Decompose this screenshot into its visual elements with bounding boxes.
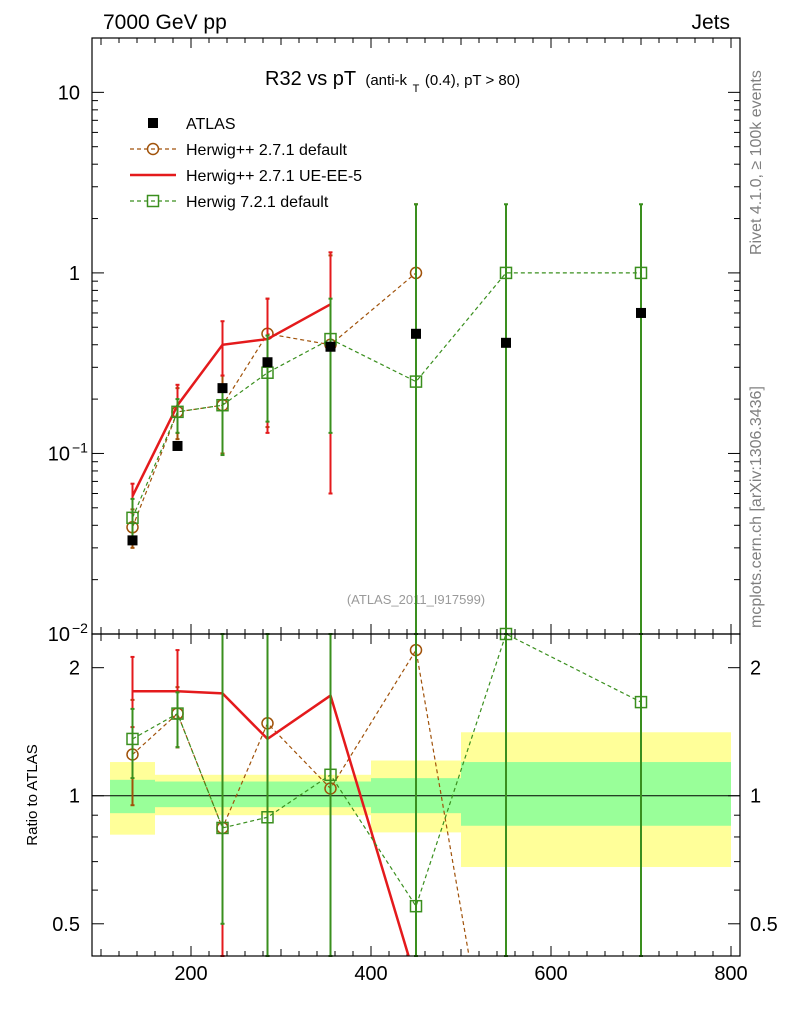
legend-label: Herwig++ 2.7.1 UE-EE-5 [186, 168, 362, 185]
data-point-square [324, 768, 337, 782]
data-point-square [409, 375, 423, 388]
data-point-circle [146, 142, 160, 156]
legend-marker-atlas [148, 118, 158, 128]
y-tick-label: 1 [69, 263, 80, 285]
chart-title: R32 vs pT (anti-k T (0.4), pT > 80) [265, 68, 520, 97]
atlas-data-point [127, 535, 138, 546]
chart-title-sub-a: (anti-k [365, 72, 407, 89]
x-tick-label: 800 [714, 963, 747, 985]
atlas-data-point [411, 328, 421, 339]
data-point-square [634, 695, 648, 709]
y-tick-exponent: −2 [72, 620, 88, 636]
series-line [131, 272, 641, 519]
data-point-square [171, 707, 184, 720]
data-point-square [216, 398, 229, 412]
legend-label: ATLAS [186, 116, 236, 133]
header-right-label: Jets [691, 11, 730, 34]
ratio-axis-label: Ratio to ATLAS [24, 744, 41, 845]
ratio-y-tick-label: 1 [69, 786, 80, 808]
atlas-data-point [262, 357, 273, 368]
data-point-square [126, 511, 139, 525]
data-point-square [146, 194, 160, 208]
series-line [131, 272, 417, 528]
side-rivet-label: Rivet 4.1.0, ≥ 100k events [748, 70, 765, 255]
legend-label: Herwig 7.2.1 default [186, 194, 329, 211]
data-point-square [171, 405, 184, 419]
data-point-square [261, 811, 274, 824]
legend-label: Herwig++ 2.7.1 default [186, 142, 348, 159]
data-point-square [216, 821, 229, 835]
ratio-y-tick-label: 2 [69, 658, 80, 680]
header-left-label: 7000 GeV pp [103, 11, 227, 34]
ratio-series-line [132, 633, 642, 908]
chart-title-main: R32 vs pT [265, 68, 356, 90]
x-tick-label: 200 [174, 963, 207, 985]
atlas-data-point [636, 307, 646, 318]
y-tick-label: 10 [48, 443, 70, 465]
atlas-data-point [325, 341, 336, 352]
ratio-y-tick-label-right: 0.5 [750, 914, 778, 936]
chart-title-sub-b: (0.4), pT > 80) [425, 72, 520, 89]
y-tick-exponent: −1 [72, 439, 88, 455]
y-tick-label: 10 [48, 624, 70, 646]
ratio-series-line [132, 690, 410, 957]
atlas-data-point [501, 337, 511, 348]
atlas-data-point [217, 383, 228, 394]
x-tick-label: 600 [534, 963, 567, 985]
side-mcplots-label: mcplots.cern.ch [arXiv:1306.3436] [748, 386, 765, 628]
data-point-square [634, 266, 648, 280]
data-point-square [409, 899, 423, 913]
ratio-band-inner [155, 781, 200, 808]
x-tick-label: 400 [354, 963, 387, 985]
series-line [131, 303, 332, 497]
data-point-square [126, 732, 139, 746]
chart-title-sub-t: T [413, 83, 420, 95]
ratio-panel-frame [91, 633, 741, 957]
y-tick-label: 10 [58, 82, 80, 104]
data-point-square [499, 266, 513, 280]
ratio-y-tick-label: 0.5 [52, 914, 80, 936]
ratio-y-tick-label-right: 2 [750, 658, 761, 680]
atlas-data-point [172, 440, 183, 451]
ratio-y-tick-label-right: 1 [750, 786, 761, 808]
